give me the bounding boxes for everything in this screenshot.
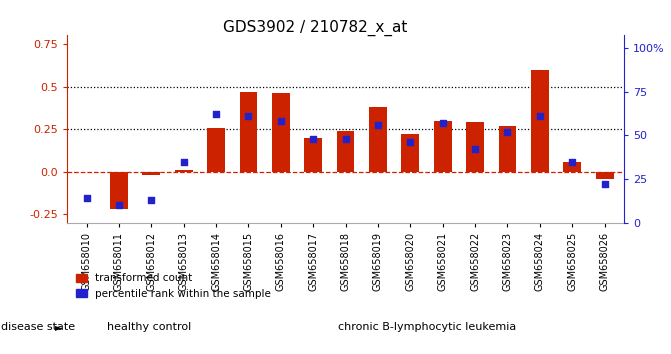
- Point: [275, 119, 286, 124]
- Point: [437, 120, 448, 126]
- Bar: [401, 134, 419, 172]
- Bar: [531, 69, 549, 172]
- Text: GDS3902 / 210782_x_at: GDS3902 / 210782_x_at: [223, 19, 407, 36]
- Legend: transformed count, percentile rank within the sample: transformed count, percentile rank withi…: [72, 269, 275, 303]
- Point: [340, 136, 351, 142]
- Bar: [110, 172, 127, 209]
- Text: healthy control: healthy control: [107, 322, 191, 332]
- Point: [405, 139, 416, 145]
- Point: [211, 112, 221, 117]
- Text: chronic B-lymphocytic leukemia: chronic B-lymphocytic leukemia: [338, 322, 517, 332]
- Bar: [499, 126, 517, 172]
- Point: [567, 159, 578, 165]
- Bar: [337, 131, 354, 172]
- Bar: [564, 162, 581, 172]
- Bar: [596, 172, 613, 179]
- Point: [372, 122, 383, 128]
- Point: [308, 136, 319, 142]
- Text: disease state: disease state: [1, 322, 75, 332]
- Point: [243, 113, 254, 119]
- Point: [113, 202, 124, 208]
- Bar: [142, 172, 160, 175]
- Point: [146, 198, 156, 203]
- Point: [599, 182, 610, 187]
- Bar: [207, 127, 225, 172]
- Bar: [240, 92, 258, 172]
- Bar: [369, 107, 387, 172]
- Bar: [304, 138, 322, 172]
- Bar: [466, 122, 484, 172]
- Point: [178, 159, 189, 165]
- Bar: [272, 93, 290, 172]
- Bar: [174, 170, 193, 172]
- Point: [81, 196, 92, 201]
- Point: [502, 129, 513, 135]
- Point: [470, 147, 480, 152]
- Point: [535, 113, 546, 119]
- Bar: [433, 121, 452, 172]
- Text: ►: ►: [55, 322, 62, 332]
